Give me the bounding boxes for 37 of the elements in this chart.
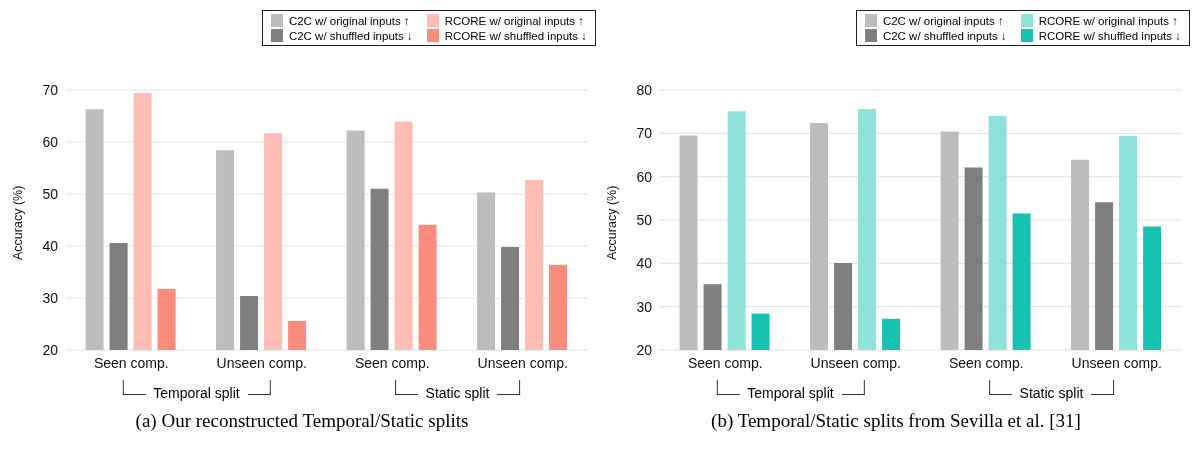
x-tick-label: Seen comp. bbox=[93, 354, 169, 371]
y-tick-label: 60 bbox=[42, 133, 59, 150]
x-tick-label: Unseen comp. bbox=[1071, 354, 1162, 371]
y-tick-label: 30 bbox=[42, 289, 59, 306]
x-tick-label: Seen comp. bbox=[948, 354, 1024, 371]
x-tick-label: Seen comp. bbox=[354, 354, 430, 371]
legend-label: RCORE w/ original inputs ↑ bbox=[444, 14, 584, 27]
y-tick-label: 80 bbox=[636, 81, 653, 98]
y-axis-title: Accuracy (%) bbox=[605, 185, 620, 260]
x-tick-label: Unseen comp. bbox=[477, 354, 568, 371]
text: Static split bbox=[1019, 385, 1084, 401]
y-tick-label: 70 bbox=[42, 81, 59, 98]
text: Temporal split bbox=[153, 385, 240, 401]
y-tick-label: 20 bbox=[42, 341, 59, 358]
y-tick-label: 60 bbox=[636, 168, 653, 185]
legend-label: C2C w/ shuffled inputs ↓ bbox=[288, 29, 413, 42]
text: Temporal split bbox=[747, 385, 834, 401]
x-tick-label: Unseen comp. bbox=[810, 354, 901, 371]
x-tick-label: Unseen comp. bbox=[216, 354, 307, 371]
y-tick-label: 40 bbox=[636, 255, 653, 272]
text: Static split bbox=[425, 385, 490, 401]
legend-label: C2C w/ shuffled inputs ↓ bbox=[882, 29, 1007, 42]
y-tick-label: 30 bbox=[636, 298, 653, 315]
legend-label: C2C w/ original inputs ↑ bbox=[288, 14, 410, 27]
y-axis-title: Accuracy (%) bbox=[11, 185, 26, 260]
legend-label: RCORE w/ original inputs ↑ bbox=[1038, 14, 1178, 27]
y-tick-label: 50 bbox=[42, 185, 59, 202]
legend-label: RCORE w/ shuffled inputs ↓ bbox=[1038, 29, 1181, 42]
text: (b) Temporal/Static splits from Sevilla et al. [31] bbox=[710, 410, 1082, 432]
text: (a) Our reconstructed Temporal/Static splits bbox=[134, 410, 470, 432]
x-tick-label: Seen comp. bbox=[687, 354, 763, 371]
y-tick-label: 40 bbox=[42, 237, 59, 254]
y-tick-label: 70 bbox=[636, 125, 653, 142]
legend-label: RCORE w/ shuffled inputs ↓ bbox=[444, 29, 587, 42]
legend-label: C2C w/ original inputs ↑ bbox=[882, 14, 1004, 27]
y-tick-label: 20 bbox=[636, 341, 653, 358]
y-tick-label: 50 bbox=[636, 211, 653, 228]
